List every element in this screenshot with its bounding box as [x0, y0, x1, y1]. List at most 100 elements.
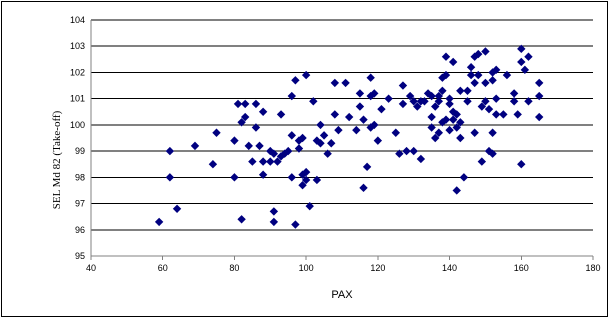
data-point [434, 91, 444, 101]
y-axis-label: SEL Md 82 (Take-off) [51, 110, 63, 209]
data-point [409, 146, 418, 156]
y-tick-label: 104 [70, 15, 85, 25]
data-point [269, 207, 279, 216]
data-point [287, 131, 296, 140]
data-point [488, 128, 497, 137]
data-point [165, 146, 175, 156]
data-point [535, 91, 544, 101]
data-point [291, 76, 300, 85]
data-point [488, 76, 497, 85]
data-point [477, 102, 487, 111]
data-point [502, 70, 512, 80]
data-point [438, 118, 447, 127]
x-axis-label: PAX [331, 289, 353, 301]
data-point [481, 78, 490, 88]
data-point [230, 136, 239, 145]
data-point [323, 149, 332, 158]
data-point [431, 102, 440, 111]
plot-area [90, 19, 594, 260]
data-point [484, 104, 494, 114]
data-point [391, 128, 400, 137]
y-tick-label: 95 [75, 251, 85, 261]
data-point [524, 97, 533, 106]
data-point [491, 110, 501, 119]
data-point [438, 86, 447, 95]
data-point [298, 133, 307, 143]
data-point [491, 65, 501, 75]
data-point [327, 139, 336, 148]
x-tick-label: 120 [370, 263, 385, 273]
data-point [448, 57, 458, 67]
data-point [459, 173, 469, 182]
x-tick-label: 100 [299, 263, 314, 273]
data-point [499, 110, 508, 119]
data-point [509, 97, 519, 106]
data-point [301, 167, 311, 177]
data-point [456, 86, 465, 95]
data-point [355, 89, 365, 98]
data-point [230, 173, 239, 182]
data-point [312, 136, 322, 145]
y-tick-label: 97 [75, 199, 85, 209]
data-point [517, 57, 526, 67]
x-tick-label: 40 [86, 263, 96, 273]
data-point [395, 149, 404, 158]
data-point [370, 89, 379, 98]
data-point [258, 170, 268, 179]
data-point [513, 110, 522, 119]
data-point [481, 47, 490, 56]
y-tick-label: 100 [70, 120, 85, 130]
data-point [520, 65, 530, 75]
data-point [370, 120, 379, 130]
data-point [474, 70, 483, 80]
data-point [524, 52, 533, 61]
data-point [165, 173, 175, 182]
data-point [441, 115, 451, 124]
data-point [212, 128, 221, 137]
data-point [294, 144, 304, 153]
data-point [240, 99, 250, 109]
data-point [355, 102, 365, 111]
data-point [384, 94, 393, 103]
data-point [240, 112, 250, 122]
data-point [431, 133, 440, 143]
data-point [470, 78, 479, 88]
data-point [341, 78, 350, 88]
y-tick-label: 102 [70, 67, 85, 77]
data-point [466, 70, 476, 80]
data-point [251, 99, 261, 109]
data-point [463, 97, 472, 106]
data-point [398, 81, 408, 90]
data-point [427, 112, 436, 122]
data-point [309, 97, 318, 106]
axes [90, 20, 594, 260]
x-tick-label: 140 [442, 263, 457, 273]
gridlines [91, 19, 593, 231]
data-point [484, 146, 494, 156]
data-point [208, 160, 218, 169]
data-point [445, 94, 454, 103]
data-point [373, 136, 383, 145]
data-point [284, 146, 293, 156]
x-tick-label: 180 [585, 263, 600, 273]
data-point [280, 149, 289, 158]
plot-background [91, 20, 593, 256]
data-point [233, 99, 243, 109]
data-point [298, 181, 307, 190]
data-point [474, 49, 483, 59]
data-point [258, 157, 268, 166]
data-point [477, 157, 487, 166]
data-point [269, 217, 279, 227]
data-point [452, 110, 461, 119]
data-point [470, 128, 479, 137]
data-point [344, 112, 354, 122]
data-point [305, 201, 314, 211]
data-point [316, 139, 325, 148]
data-point [266, 157, 275, 166]
data-point [434, 97, 444, 106]
x-tick-label: 80 [229, 263, 239, 273]
data-point [517, 160, 526, 169]
data-point [319, 131, 329, 140]
